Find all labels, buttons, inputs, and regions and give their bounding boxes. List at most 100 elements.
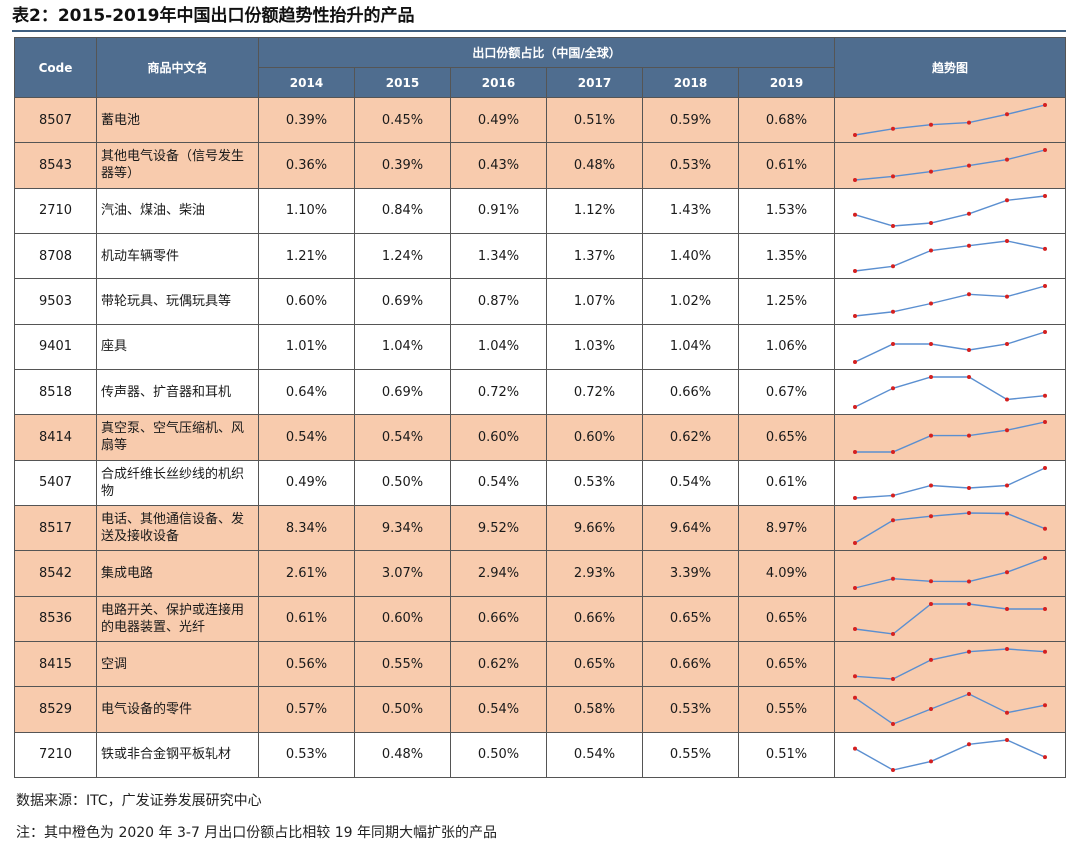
cell-trend-chart [834,550,1067,597]
table-row: 8542 集成电路 2.61% 3.07% 2.94% 2.93% 3.39% 4.09% [14,550,1067,597]
trend-point [1005,239,1010,244]
cell-trend-chart [834,232,1067,280]
cell-share: 1.37% [546,232,643,280]
trend-point [891,677,896,682]
trend-sparkline [853,193,1048,228]
trend-point [967,120,972,125]
trend-point [967,692,972,697]
cell-share: 4.09% [737,550,836,597]
cell-product-name: 机动车辆零件 [96,232,259,280]
trend-point [929,248,934,253]
trend-sparkline [853,375,1048,410]
cell-share: 1.53% [737,187,836,234]
header-year: 2018 [642,67,739,98]
trend-point [1043,148,1048,153]
trend-point [853,746,858,751]
cell-share: 1.04% [354,323,451,370]
cell-share: 2.94% [450,550,547,597]
table-row: 8517 电话、其他通信设备、发送及接收设备 8.34% 9.34% 9.52% 9.66… [14,504,1067,552]
cell-share: 0.65% [642,595,739,642]
trend-point [929,601,934,606]
trend-point [1005,647,1010,652]
trend-point [891,493,896,498]
cell-code: 8529 [14,686,97,733]
cell-trend-chart [834,595,1067,642]
table-row: 8415 空调 0.56% 0.55% 0.62% 0.65% 0.66% 0.65% [14,640,1067,688]
trend-line [854,603,1046,635]
cell-share: 0.55% [642,731,739,778]
cell-share: 0.66% [642,640,739,688]
header-year: 2015 [354,67,451,98]
cell-share: 0.39% [258,96,355,144]
cell-share: 0.60% [354,595,451,642]
cell-product-name: 蓄电池 [96,96,259,144]
cell-product-name: 真空泵、空气压缩机、风扇等 [96,414,259,461]
trend-point [891,386,896,391]
trend-line [854,331,1046,363]
trend-point [891,722,896,727]
cell-share: 9.34% [354,504,451,552]
trend-point [891,767,896,772]
trend-point [1043,556,1048,561]
table-row: 8708 机动车辆零件 1.21% 1.24% 1.34% 1.37% 1.40% 1.35% [14,232,1067,280]
trend-point [853,212,858,217]
cell-share: 0.45% [354,96,451,144]
trend-point [967,579,972,584]
title-rule [12,30,1066,32]
cell-share: 1.34% [450,232,547,280]
trend-point [891,450,896,455]
trend-point [929,301,934,306]
cell-code: 8536 [14,595,97,642]
trend-point [891,341,896,346]
header-year: 2016 [450,67,547,98]
cell-share: 0.50% [450,731,547,778]
trend-line [854,240,1046,272]
table-row: 5407 合成纤维长丝纱线的机织物 0.49% 0.50% 0.54% 0.53% 0.54… [14,459,1067,506]
cell-share: 0.65% [546,640,643,688]
trend-point [967,211,972,216]
trend-point [929,220,934,225]
table-row: 8543 其他电气设备（信号发生器等） 0.36% 0.39% 0.43% 0.48% 0.… [14,142,1067,189]
cell-share: 0.53% [642,142,739,189]
trend-line [854,512,1046,544]
table-row: 2710 汽油、煤油、柴油 1.10% 0.84% 0.91% 1.12% 1.43% 1.5… [14,187,1067,234]
header-year: 2017 [546,67,643,98]
trend-point [967,742,972,747]
cell-share: 1.04% [450,323,547,370]
cell-share: 1.06% [737,323,836,370]
cell-share: 0.60% [258,278,355,325]
cell-product-name: 集成电路 [96,550,259,597]
cell-share: 0.43% [450,142,547,189]
cell-share: 1.03% [546,323,643,370]
trend-point [891,631,896,636]
trend-line [854,149,1046,182]
trend-line [854,557,1046,590]
header-share-group: 出口份额占比（中国/全球） [257,37,836,68]
cell-share: 0.55% [354,640,451,688]
table-row: 9401 座具 1.01% 1.04% 1.04% 1.03% 1.04% 1.06% [14,323,1067,370]
trend-point [891,174,896,179]
trend-point [1043,393,1048,398]
cell-share: 0.51% [546,96,643,144]
trend-point [967,375,972,380]
cell-product-name: 铁或非合金钢平板轧材 [96,731,259,778]
trend-point [929,122,934,127]
trend-point [967,485,972,490]
cell-product-name: 座具 [96,323,259,370]
cell-share: 0.54% [642,459,739,506]
trend-line [854,693,1046,726]
cell-share: 0.48% [354,731,451,778]
cell-share: 0.55% [737,686,836,733]
trend-sparkline [853,647,1048,682]
cell-trend-chart [834,414,1067,461]
trend-sparkline [853,329,1048,364]
trend-line [854,376,1046,408]
cell-share: 0.61% [258,595,355,642]
trend-line [854,739,1046,771]
trend-point [891,518,896,523]
trend-line [855,421,1046,454]
trend-point [891,223,896,228]
cell-product-name: 合成纤维长丝纱线的机织物 [96,459,259,506]
trend-point [891,264,896,269]
trend-sparkline [853,692,1048,727]
